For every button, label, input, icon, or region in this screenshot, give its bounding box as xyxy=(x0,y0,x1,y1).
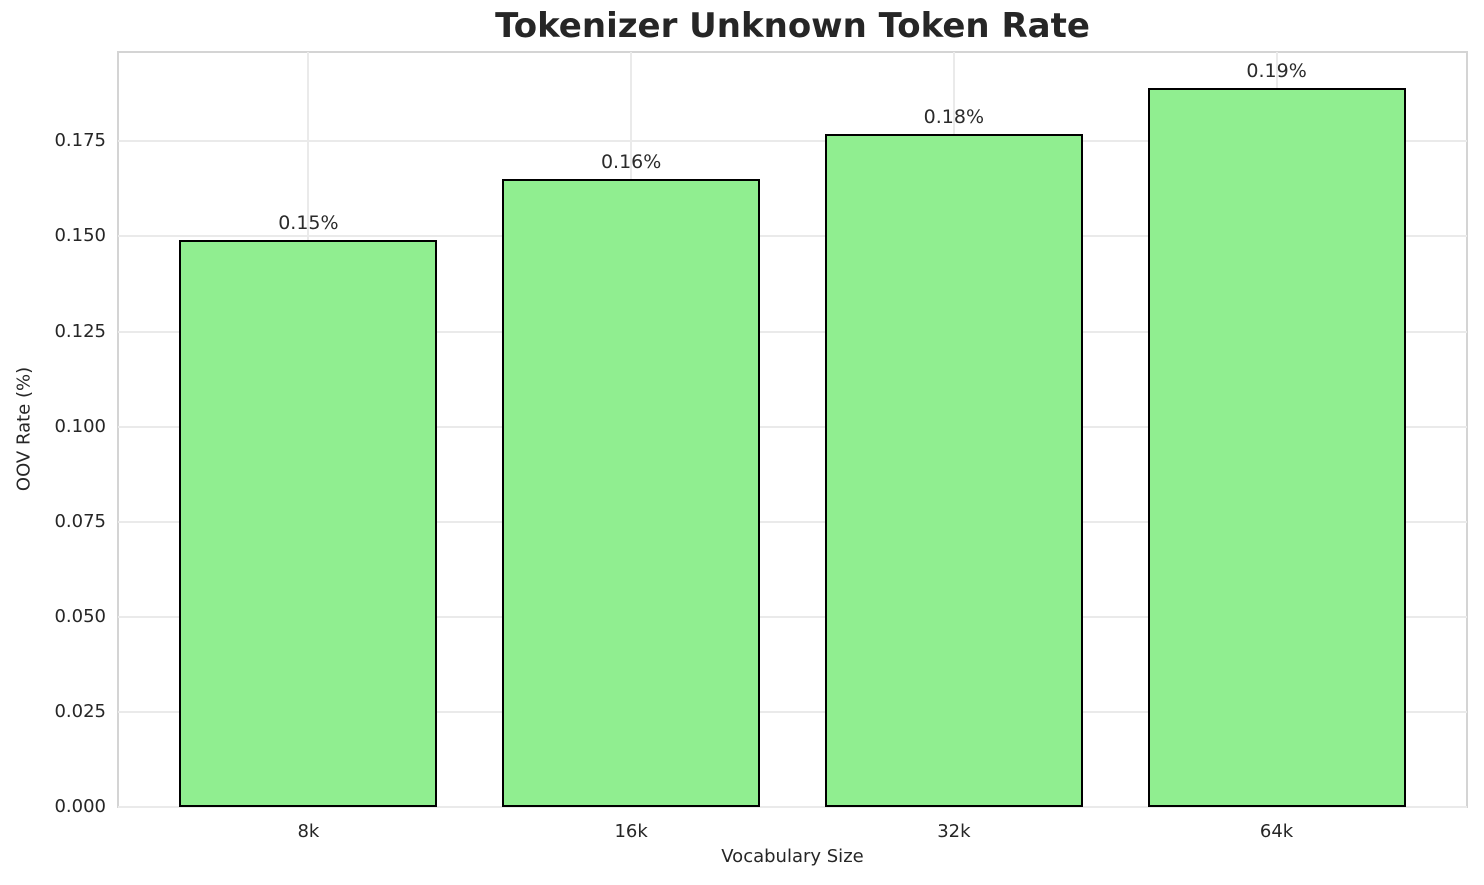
bar-32k xyxy=(824,133,1083,807)
x-tick-label: 16k xyxy=(614,821,648,842)
chart-title: Tokenizer Unknown Token Rate xyxy=(495,6,1090,46)
x-tick-label: 64k xyxy=(1259,821,1294,842)
y-tick-label: 0.175 xyxy=(54,130,106,152)
gridline-horizontal xyxy=(118,806,1467,808)
gridline-horizontal xyxy=(118,330,1467,333)
gridline-horizontal xyxy=(118,710,1467,713)
y-tick-label: 0.000 xyxy=(54,796,106,817)
y-tick-label: 0.075 xyxy=(54,510,106,532)
bar-value-label: 0.18% xyxy=(923,105,985,128)
gridline-horizontal xyxy=(118,235,1467,238)
bar-8k xyxy=(179,240,438,807)
bar-value-label: 0.19% xyxy=(1246,60,1307,83)
x-axis-label: Vocabulary Size xyxy=(721,846,864,867)
gridline-horizontal xyxy=(118,520,1467,523)
y-tick-label: 0.100 xyxy=(54,415,106,437)
plot-area xyxy=(117,51,1468,808)
x-tick-label: 32k xyxy=(937,821,971,842)
bar-value-label: 0.15% xyxy=(278,212,339,235)
y-tick-label: 0.150 xyxy=(54,225,106,247)
gridline-horizontal xyxy=(118,140,1467,143)
y-tick-label: 0.025 xyxy=(54,700,106,722)
bar-64k xyxy=(1147,88,1406,807)
y-tick-label: 0.050 xyxy=(54,605,106,627)
y-tick-label: 0.125 xyxy=(54,320,106,342)
bar-16k xyxy=(502,179,761,807)
gridline-horizontal xyxy=(118,425,1467,428)
gridline-horizontal xyxy=(118,615,1467,618)
bar-value-label: 0.16% xyxy=(600,151,662,174)
x-tick-label: 8k xyxy=(297,821,320,842)
